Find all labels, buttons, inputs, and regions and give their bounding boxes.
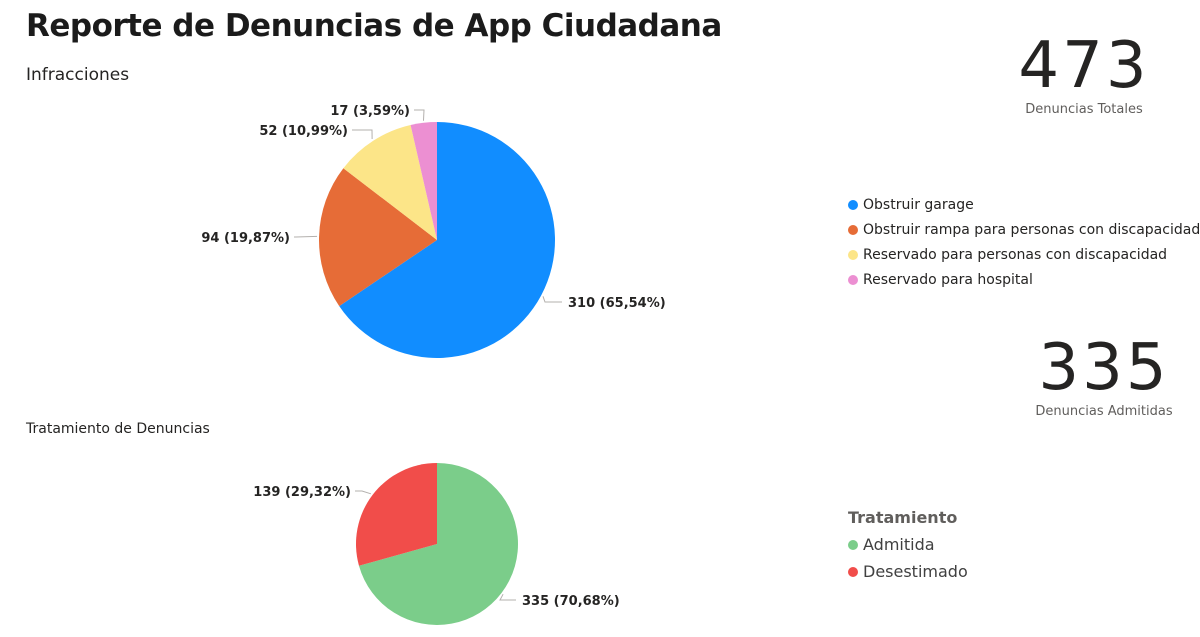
pie-slice[interactable] — [319, 168, 437, 307]
infracciones-legend: Obstruir garage Obstruir rampa para pers… — [848, 192, 1200, 292]
leader-line — [294, 235, 318, 238]
tratamiento-pie: 335 (70,68%) 139 (29,32%) — [253, 463, 620, 625]
tratamiento-legend: Tratamiento Admitida Desestimado — [848, 508, 968, 585]
kpi-value: 473 — [1018, 29, 1150, 103]
legend-dot — [848, 249, 858, 260]
infracciones-chart-title: Infracciones — [26, 65, 130, 85]
kpi-label: Denuncias Totales — [1025, 102, 1143, 117]
leader-line — [499, 593, 516, 601]
legend-label: Obstruir rampa para personas con discapa… — [863, 221, 1200, 238]
legend-item-obstruir-garage[interactable]: Obstruir garage — [848, 192, 1200, 217]
pie-slice[interactable] — [358, 463, 518, 625]
legend-label: Obstruir garage — [863, 196, 974, 213]
leader-line — [355, 490, 372, 495]
infracciones-pie: 310 (65,54%) 94 (19,87%) 52 (10,99%) 17 (3,… — [201, 104, 666, 358]
kpi-denuncias-totales: 473 Denuncias Totales — [1004, 34, 1164, 117]
leader-line — [352, 129, 373, 140]
pie-slice[interactable] — [355, 463, 437, 566]
legend-item-obstruir-rampa[interactable]: Obstruir rampa para personas con discapa… — [848, 217, 1200, 242]
legend-dot — [848, 274, 858, 285]
leader-line — [542, 296, 562, 303]
legend-title: Tratamiento — [848, 508, 958, 527]
legend-item-desestimado[interactable]: Desestimado — [848, 558, 968, 585]
leader-line — [414, 109, 425, 121]
kpi-value: 335 — [1038, 331, 1170, 405]
pie-slice[interactable] — [410, 122, 437, 240]
data-label: 139 (29,32%) — [253, 485, 351, 500]
data-label: 52 (10,99%) — [259, 124, 348, 139]
legend-item-reservado-hospital[interactable]: Reservado para hospital — [848, 267, 1200, 292]
data-label: 17 (3,59%) — [330, 104, 410, 119]
kpi-denuncias-admitidas: 335 Denuncias Admitidas — [1024, 336, 1184, 419]
legend-dot — [848, 566, 858, 577]
legend-dot — [848, 539, 858, 550]
legend-label: Reservado para personas con discapacidad — [863, 246, 1168, 263]
tratamiento-chart-title: Tratamiento de Denuncias — [26, 421, 210, 437]
legend-dot — [848, 199, 858, 210]
data-label: 310 (65,54%) — [568, 296, 666, 311]
pie-slice[interactable] — [339, 122, 555, 358]
legend-label: Reservado para hospital — [863, 271, 1033, 288]
legend-label: Desestimado — [863, 562, 968, 581]
data-label: 94 (19,87%) — [201, 231, 290, 246]
legend-item-reservado-discapacidad[interactable]: Reservado para personas con discapacidad — [848, 242, 1200, 267]
pie-slice[interactable] — [343, 124, 437, 240]
kpi-label: Denuncias Admitidas — [1035, 404, 1173, 419]
legend-item-admitida[interactable]: Admitida — [848, 531, 968, 558]
legend-label: Admitida — [863, 535, 935, 554]
report-title: Reporte de Denuncias de App Ciudadana — [26, 8, 722, 44]
data-label: 335 (70,68%) — [522, 594, 620, 609]
legend-dot — [848, 224, 858, 235]
